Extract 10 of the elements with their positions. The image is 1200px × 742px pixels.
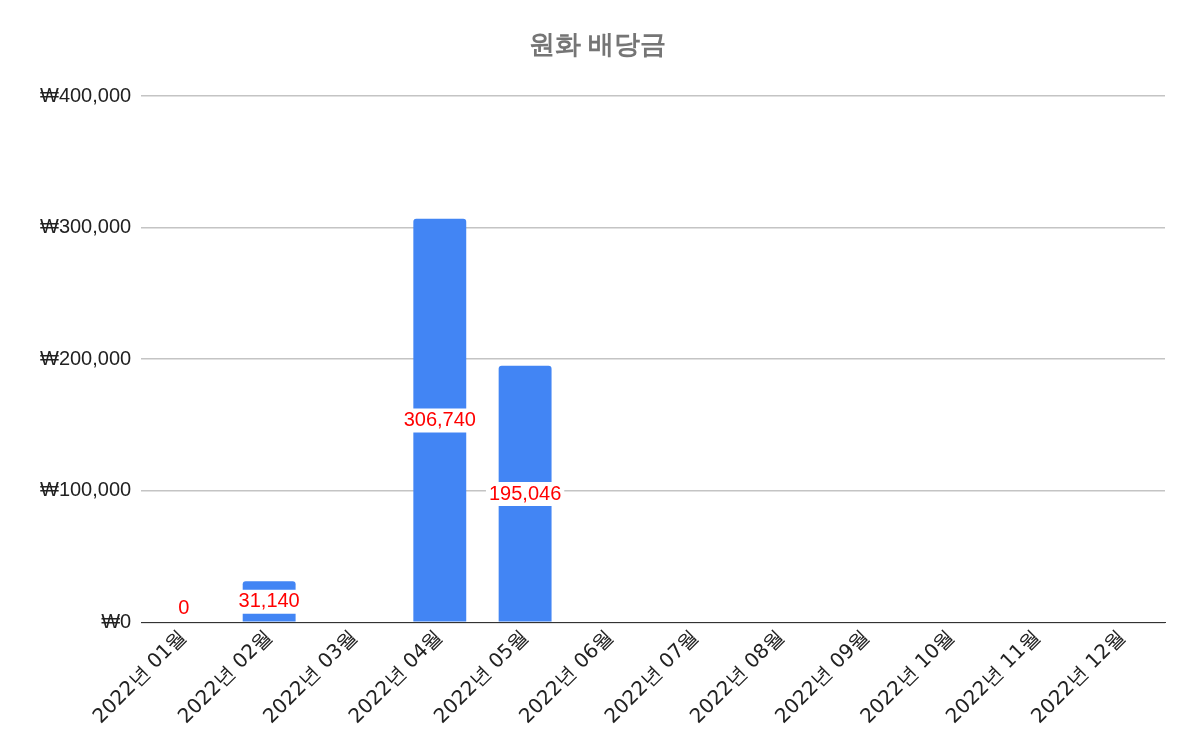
- y-tick-label: ₩100,000: [40, 478, 132, 501]
- data-label: 306,740: [403, 408, 476, 431]
- y-tick-label: ₩200,000: [40, 346, 132, 369]
- data-label: 195,046: [488, 481, 562, 504]
- y-tick-label: ₩400,000: [40, 83, 132, 106]
- y-tick-label: ₩300,000: [40, 215, 132, 238]
- data-label: 0: [178, 595, 190, 618]
- y-tick-label: ₩0: [101, 609, 132, 632]
- data-label: 31,140: [238, 589, 300, 612]
- chart-title: 원화 배당금: [528, 28, 667, 59]
